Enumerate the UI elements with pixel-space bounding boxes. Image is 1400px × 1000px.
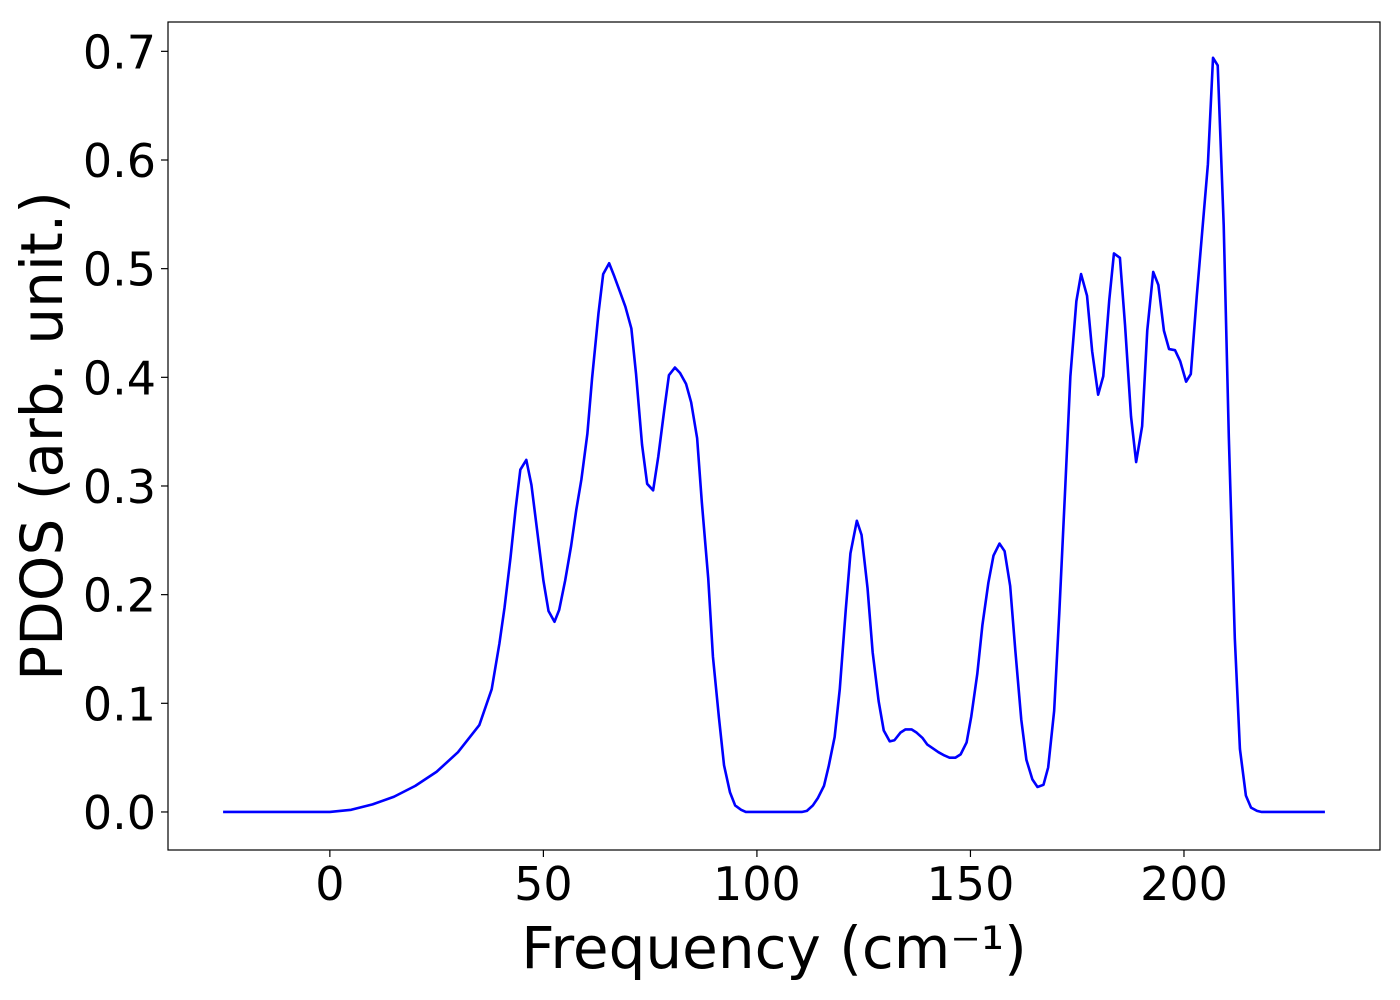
- y-tick-label: 0.6: [83, 134, 156, 188]
- x-tick-label: 100: [713, 857, 801, 911]
- x-tick-label: 50: [514, 857, 573, 911]
- plot-frame: [167, 21, 1381, 851]
- y-tick-label: 0.5: [83, 243, 156, 297]
- x-tick-label: 200: [1140, 857, 1228, 911]
- x-axis-label: Frequency (cm⁻¹): [521, 914, 1027, 982]
- x-tick-label: 150: [927, 857, 1015, 911]
- y-tick-label: 0.2: [83, 569, 156, 623]
- y-tick-label: 0.4: [83, 351, 156, 405]
- y-tick-label: 0.3: [83, 460, 156, 514]
- y-tick-label: 0.7: [83, 25, 156, 79]
- y-axis-label: PDOS (arb. unit.): [8, 191, 76, 681]
- y-tick-label: 0.0: [83, 786, 156, 840]
- x-tick-label: 0: [315, 857, 344, 911]
- pdos-line: [223, 56, 1325, 814]
- y-tick-label: 0.1: [83, 677, 156, 731]
